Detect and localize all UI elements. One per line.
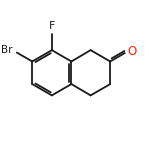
Text: F: F (49, 21, 55, 31)
Text: O: O (128, 45, 137, 58)
Text: Br: Br (1, 45, 13, 55)
